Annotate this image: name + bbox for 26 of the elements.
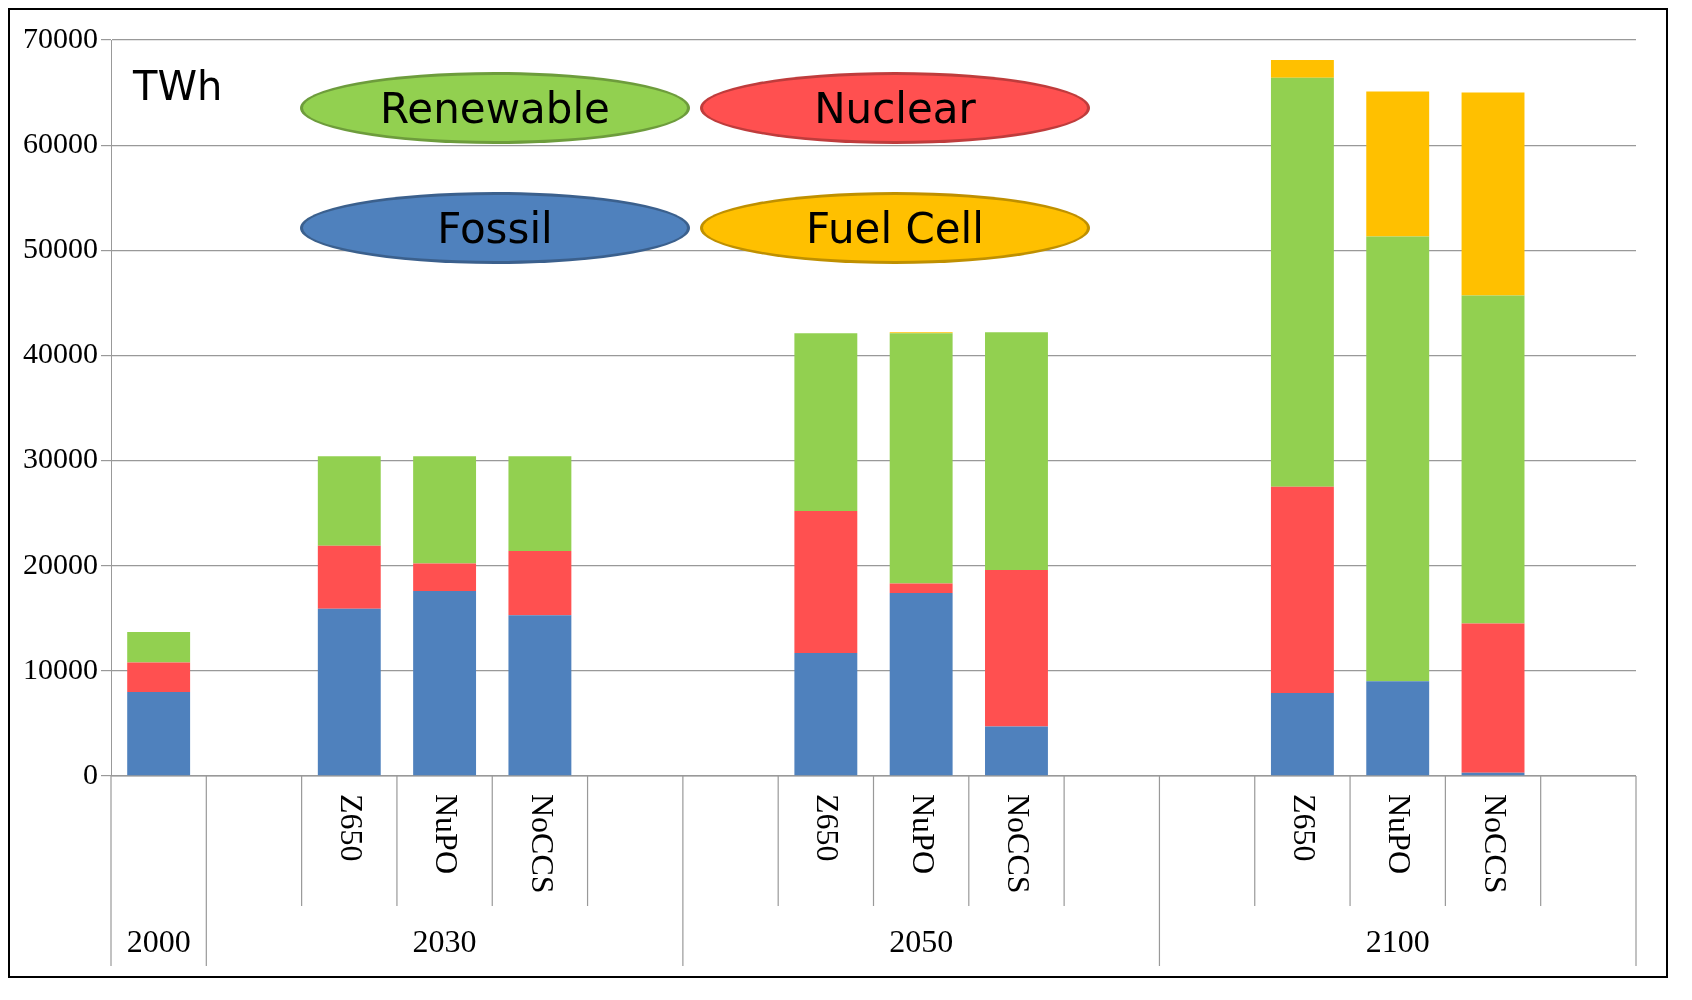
x-tick-label: NuPO [1382, 794, 1419, 875]
y-tick-label: 30000 [23, 441, 98, 475]
x-tick-label: Z650 [1287, 794, 1323, 862]
y-tick-label: 0 [83, 756, 98, 790]
y-tick-label: 20000 [23, 546, 98, 580]
text: 2050 [889, 923, 954, 960]
legend-ellipse: Nuclear [700, 72, 1090, 144]
y-tick-label: 50000 [23, 231, 98, 265]
y-tick-label: 60000 [23, 126, 98, 160]
x-tick-label: Z650 [810, 794, 847, 862]
text: 2030 [412, 923, 477, 960]
legend-ellipse: Renewable [300, 72, 690, 144]
legend-ellipse: Fuel Cell [700, 192, 1090, 264]
y-tick-label: 70000 [23, 20, 98, 54]
legend-ellipse: Fossil [300, 192, 690, 264]
y-tick-label: 10000 [23, 651, 98, 685]
x-tick-label: NoCCS [524, 794, 561, 894]
text: 2000 [126, 923, 191, 960]
x-tick-label: NuPO [429, 794, 466, 875]
x-tick-label: NoCCS [1001, 794, 1038, 894]
x-tick-label: Z650 [333, 794, 370, 862]
text: 2100 [1365, 923, 1430, 960]
x-tick-label: NuPO [905, 794, 942, 875]
y-axis-title: TWh [132, 63, 223, 110]
y-tick-label: 40000 [23, 336, 98, 370]
x-tick-label: NoCCS [1477, 794, 1514, 894]
